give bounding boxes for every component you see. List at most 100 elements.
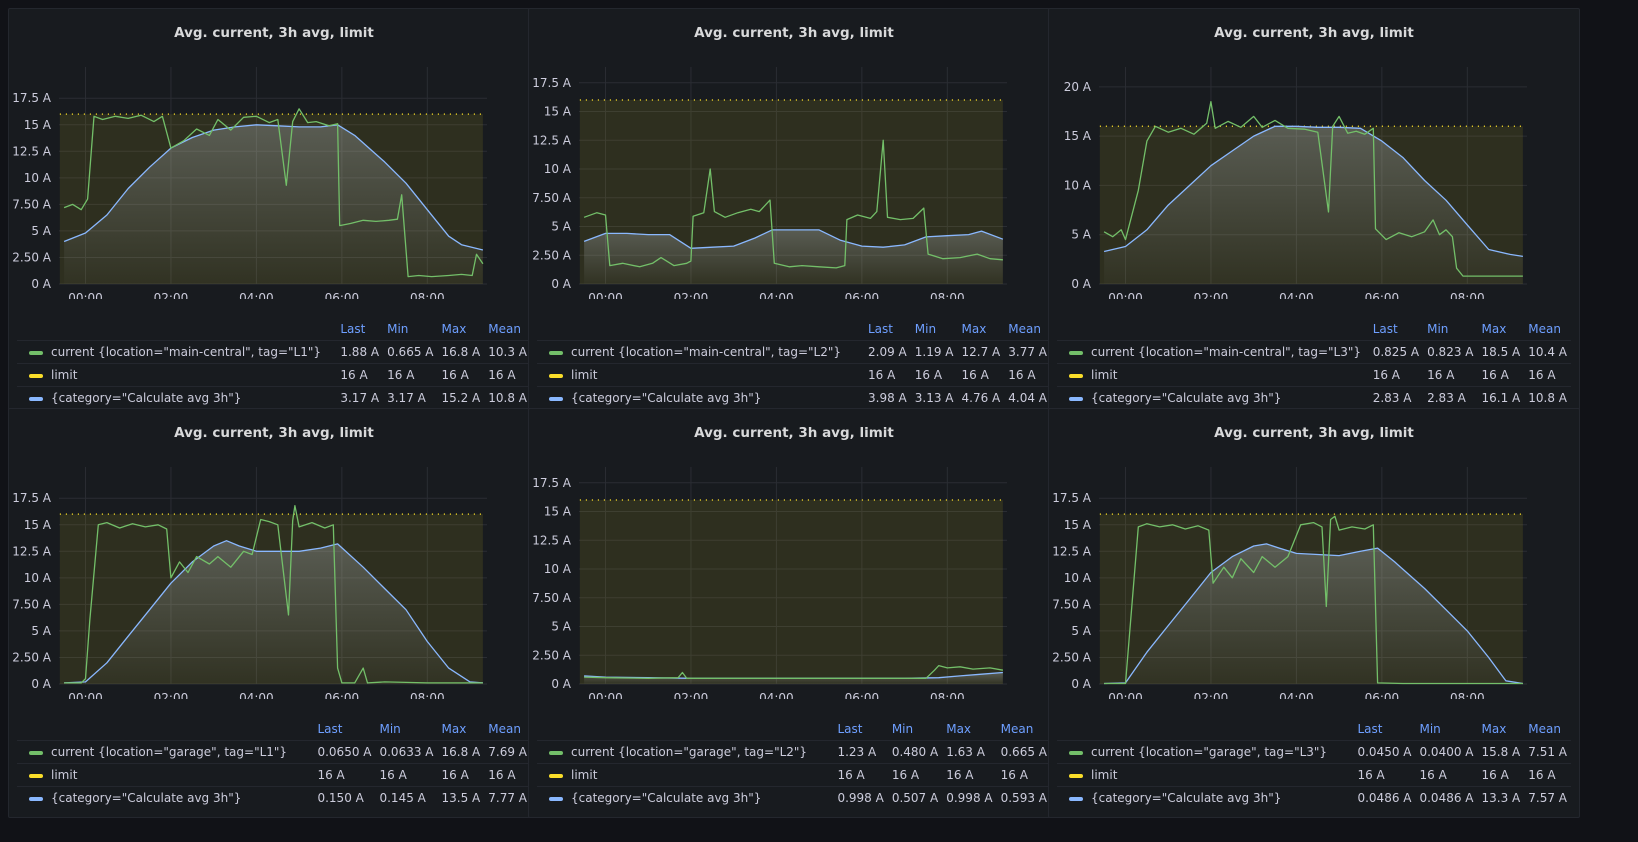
series-color-swatch[interactable] xyxy=(29,350,43,355)
legend-sort-header[interactable]: Max xyxy=(961,322,987,336)
series-name[interactable]: {category="Calculate avg 3h"} xyxy=(571,791,762,805)
panel-title[interactable]: Avg. current, 3h avg, limit xyxy=(174,425,374,441)
legend-row[interactable]: {category="Calculate avg 3h"} 3.98 A 3.13 … xyxy=(537,386,1051,409)
legend-stat-value: 12.7 A xyxy=(957,340,1005,364)
legend-sort-header[interactable]: Last xyxy=(1357,722,1383,736)
panel-title[interactable]: Avg. current, 3h avg, limit xyxy=(174,25,374,41)
legend-row[interactable]: current {location="garage", tag="L2"} 1.2… xyxy=(537,740,1051,764)
legend-row[interactable]: current {location="garage", tag="L1"} 0.0… xyxy=(17,740,531,764)
chart-panel[interactable]: Avg. current, 3h avg, limit 0 A 2.50 A 5 A 7… xyxy=(8,8,540,418)
chart-panel[interactable]: Avg. current, 3h avg, limit 0 A 2.50 A 5 A 7… xyxy=(528,408,1060,818)
legend-row[interactable]: {category="Calculate avg 3h"} 0.150 A 0.14… xyxy=(17,786,531,809)
legend-sort-header[interactable]: Mean xyxy=(1000,722,1034,736)
series-name[interactable]: limit xyxy=(571,768,598,782)
legend-stat-value: 16 A xyxy=(484,763,531,787)
series-color-swatch[interactable] xyxy=(1069,750,1083,755)
legend-sort-header[interactable]: Min xyxy=(1427,322,1449,336)
series-color-swatch[interactable] xyxy=(549,750,563,755)
series-name[interactable]: limit xyxy=(51,368,78,382)
legend-sort-header[interactable]: Mean xyxy=(488,322,521,336)
legend-stat-value: 16 A xyxy=(375,763,438,787)
legend-sort-header[interactable]: Mean xyxy=(1008,322,1041,336)
legend-stat-value: 16 A xyxy=(484,363,531,387)
series-name[interactable]: current {location="garage", tag="L3"} xyxy=(1091,745,1328,759)
series-name[interactable]: current {location="garage", tag="L2"} xyxy=(571,745,808,759)
avg-area xyxy=(64,124,483,284)
chart-panel[interactable]: Avg. current, 3h avg, limit 0 A 2.50 A 5 A 7… xyxy=(1048,408,1580,818)
legend-sort-header[interactable]: Last xyxy=(340,322,366,336)
legend-stat-value: 10.8 A xyxy=(1524,386,1571,409)
legend-sort-header[interactable]: Max xyxy=(441,322,467,336)
legend-sort-header[interactable]: Min xyxy=(379,722,401,736)
series-color-swatch[interactable] xyxy=(1069,796,1083,801)
legend-sort-header[interactable]: Last xyxy=(868,322,893,336)
series-color-swatch[interactable] xyxy=(549,396,563,401)
series-name[interactable]: current {location="main-central", tag="L… xyxy=(571,345,842,359)
series-color-swatch[interactable] xyxy=(29,796,43,801)
legend-stat-value: 16 A xyxy=(1524,763,1571,787)
legend-row[interactable]: current {location="main-central", tag="L… xyxy=(537,340,1051,364)
y-tick-label: 12.5 A xyxy=(12,144,52,158)
series-color-swatch[interactable] xyxy=(29,773,43,778)
series-name[interactable]: {category="Calculate avg 3h"} xyxy=(571,391,762,405)
series-name[interactable]: limit xyxy=(1091,768,1118,782)
series-color-swatch[interactable] xyxy=(549,773,563,778)
panel-title[interactable]: Avg. current, 3h avg, limit xyxy=(1214,425,1414,441)
series-color-swatch[interactable] xyxy=(549,373,563,378)
series-name[interactable]: {category="Calculate avg 3h"} xyxy=(51,791,242,805)
series-name[interactable]: current {location="main-central", tag="L… xyxy=(51,345,322,359)
legend-row[interactable]: {category="Calculate avg 3h"} 0.0486 A 0.0… xyxy=(1057,786,1571,809)
legend-row[interactable]: limit 16 A 16 A 16 A 16 A xyxy=(17,763,531,787)
series-color-swatch[interactable] xyxy=(549,350,563,355)
series-name[interactable]: current {location="main-central", tag="L… xyxy=(1091,345,1362,359)
legend-row[interactable]: limit 16 A 16 A 16 A 16 A xyxy=(17,363,531,387)
series-color-swatch[interactable] xyxy=(1069,373,1083,378)
x-tick-label: 08:00 xyxy=(1450,691,1485,699)
legend-row[interactable]: limit 16 A 16 A 16 A 16 A xyxy=(1057,363,1571,387)
legend-sort-header[interactable]: Mean xyxy=(1528,322,1561,336)
legend-sort-header[interactable]: Min xyxy=(914,322,937,336)
series-name[interactable]: {category="Calculate avg 3h"} xyxy=(1091,391,1282,405)
legend-row[interactable]: current {location="garage", tag="L3"} 0.0… xyxy=(1057,740,1571,764)
panel-title[interactable]: Avg. current, 3h avg, limit xyxy=(1214,25,1414,41)
legend-sort-header[interactable]: Max xyxy=(1481,322,1507,336)
legend-sort-header[interactable]: Max xyxy=(441,722,467,736)
series-name[interactable]: limit xyxy=(571,368,598,382)
legend-sort-header[interactable]: Last xyxy=(837,722,863,736)
legend-sort-header[interactable]: Min xyxy=(387,322,409,336)
series-color-swatch[interactable] xyxy=(1069,350,1083,355)
series-name[interactable]: limit xyxy=(51,768,78,782)
legend-row[interactable]: limit 16 A 16 A 16 A 16 A xyxy=(537,363,1051,387)
series-name[interactable]: current {location="garage", tag="L1"} xyxy=(51,745,288,759)
series-color-swatch[interactable] xyxy=(29,750,43,755)
series-color-swatch[interactable] xyxy=(1069,396,1083,401)
legend-sort-header[interactable]: Mean xyxy=(488,722,521,736)
legend-sort-header[interactable]: Max xyxy=(946,722,972,736)
chart-panel[interactable]: Avg. current, 3h avg, limit 0 A 2.50 A 5 A 7… xyxy=(528,8,1060,418)
legend-sort-header[interactable]: Mean xyxy=(1528,722,1561,736)
chart-panel[interactable]: Avg. current, 3h avg, limit 0 A 2.50 A 5 A 7… xyxy=(8,408,540,818)
legend-row[interactable]: current {location="main-central", tag="L… xyxy=(1057,340,1571,364)
legend-sort-header[interactable]: Min xyxy=(1419,722,1441,736)
panel-title[interactable]: Avg. current, 3h avg, limit xyxy=(694,425,894,441)
series-name[interactable]: {category="Calculate avg 3h"} xyxy=(51,391,242,405)
series-color-swatch[interactable] xyxy=(29,396,43,401)
series-color-swatch[interactable] xyxy=(1069,773,1083,778)
series-color-swatch[interactable] xyxy=(549,796,563,801)
legend-row[interactable]: {category="Calculate avg 3h"} 3.17 A 3.17 … xyxy=(17,386,531,409)
legend-row[interactable]: current {location="main-central", tag="L… xyxy=(17,340,531,364)
legend-row[interactable]: limit 16 A 16 A 16 A 16 A xyxy=(537,763,1051,787)
y-tick-label: 12.5 A xyxy=(12,544,52,558)
series-color-swatch[interactable] xyxy=(29,373,43,378)
legend-row[interactable]: limit 16 A 16 A 16 A 16 A xyxy=(1057,763,1571,787)
chart-panel[interactable]: Avg. current, 3h avg, limit 0 A 5 A 10 A 15 … xyxy=(1048,8,1580,418)
legend-sort-header[interactable]: Last xyxy=(1372,322,1398,336)
legend-row[interactable]: {category="Calculate avg 3h"} 0.998 A 0.50… xyxy=(537,786,1051,809)
panel-title[interactable]: Avg. current, 3h avg, limit xyxy=(694,25,894,41)
legend-row[interactable]: {category="Calculate avg 3h"} 2.83 A 2.83 … xyxy=(1057,386,1571,409)
series-name[interactable]: {category="Calculate avg 3h"} xyxy=(1091,791,1282,805)
legend-sort-header[interactable]: Max xyxy=(1481,722,1507,736)
legend-sort-header[interactable]: Min xyxy=(891,722,914,736)
series-name[interactable]: limit xyxy=(1091,368,1118,382)
legend-sort-header[interactable]: Last xyxy=(317,722,343,736)
